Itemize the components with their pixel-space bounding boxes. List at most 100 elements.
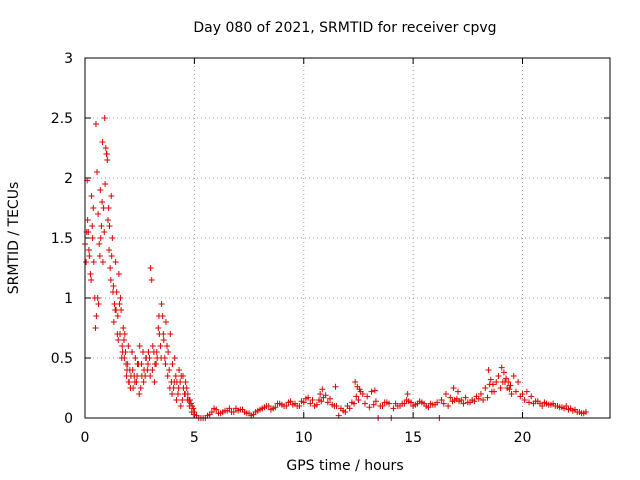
data-point <box>101 115 108 121</box>
data-point <box>108 253 115 259</box>
data-point <box>153 361 160 367</box>
data-point <box>489 381 496 388</box>
data-point <box>213 406 220 413</box>
data-point <box>183 385 190 391</box>
x-tick-label: 15 <box>404 430 422 446</box>
data-point <box>488 388 495 395</box>
data-point <box>508 391 515 397</box>
data-point <box>164 343 171 349</box>
data-point <box>116 301 123 307</box>
data-point <box>92 121 99 127</box>
data-point <box>418 399 425 406</box>
data-point <box>445 403 452 409</box>
data-point <box>157 343 164 349</box>
data-point <box>99 259 106 265</box>
y-axis-label: SRMTID / TECUs <box>6 182 22 295</box>
data-point <box>85 247 92 253</box>
y-tick-label: 0 <box>64 411 73 427</box>
data-point <box>97 187 104 193</box>
data-point <box>558 404 565 411</box>
data-point <box>177 403 184 409</box>
chart-title: Day 080 of 2021, SRMTID for receiver cpv… <box>193 20 496 36</box>
data-point <box>340 407 347 414</box>
plot-frame <box>84 57 611 419</box>
data-point <box>526 399 533 406</box>
data-point <box>405 398 412 405</box>
data-point <box>397 403 403 409</box>
data-point <box>252 409 259 415</box>
data-point <box>88 193 95 199</box>
data-point <box>144 367 151 373</box>
data-point <box>132 355 139 361</box>
data-point <box>322 392 329 399</box>
data-point <box>353 393 360 400</box>
x-tick-label: 20 <box>514 430 532 446</box>
data-point <box>515 379 522 385</box>
data-point <box>383 399 390 406</box>
data-point <box>317 391 324 397</box>
data-point <box>477 391 484 397</box>
data-point <box>164 373 171 379</box>
data-point <box>319 386 326 393</box>
data-point <box>142 373 149 379</box>
data-point <box>100 205 107 211</box>
data-point <box>460 400 467 407</box>
data-point <box>309 397 316 403</box>
data-point <box>160 331 167 337</box>
data-point <box>324 399 331 406</box>
data-point <box>134 373 141 379</box>
data-point <box>106 247 113 253</box>
data-point <box>176 367 183 373</box>
data-point <box>190 411 197 418</box>
data-point <box>503 375 510 382</box>
data-point <box>235 407 242 414</box>
data-point <box>87 271 94 277</box>
data-point <box>92 325 99 331</box>
data-point <box>471 398 478 405</box>
data-point <box>278 401 285 408</box>
data-point <box>482 385 489 391</box>
data-point <box>292 400 298 407</box>
data-point <box>96 253 103 259</box>
data-point <box>217 410 224 417</box>
data-point <box>125 343 132 349</box>
data-point <box>454 388 461 395</box>
data-point <box>208 409 215 415</box>
data-point <box>104 157 111 163</box>
data-point <box>447 394 454 401</box>
data-point <box>117 295 124 301</box>
data-point <box>545 401 552 408</box>
data-point <box>485 367 492 373</box>
data-point <box>114 313 121 319</box>
data-point <box>102 181 109 187</box>
data-point <box>127 385 134 391</box>
data-point <box>110 319 117 325</box>
data-point <box>179 397 186 403</box>
data-point <box>89 235 96 241</box>
data-point <box>145 349 152 355</box>
data-point <box>541 399 548 406</box>
data-point <box>449 398 456 405</box>
data-point <box>86 253 93 259</box>
data-point <box>94 295 101 301</box>
data-point <box>158 355 165 361</box>
data-point <box>171 379 178 385</box>
data-point <box>532 398 539 405</box>
data-point <box>230 409 237 415</box>
data-point <box>148 277 155 283</box>
data-point <box>352 379 359 385</box>
data-point <box>105 205 112 211</box>
data-point <box>366 404 373 411</box>
data-point <box>108 193 115 199</box>
data-point <box>95 211 102 217</box>
data-point <box>162 361 169 367</box>
data-point <box>364 393 371 400</box>
data-point <box>102 145 109 151</box>
data-point <box>497 385 504 391</box>
x-tick-label: 10 <box>295 430 313 446</box>
data-point <box>90 205 97 211</box>
data-point <box>88 277 95 283</box>
data-point <box>98 223 105 229</box>
data-point <box>107 265 114 271</box>
